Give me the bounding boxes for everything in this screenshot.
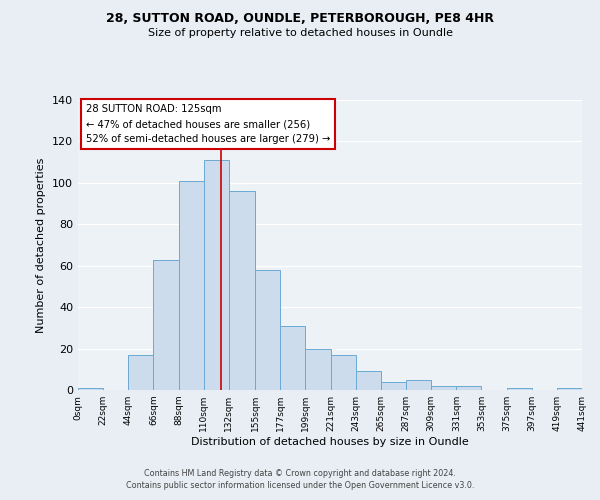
Text: Contains public sector information licensed under the Open Government Licence v3: Contains public sector information licen…: [126, 481, 474, 490]
Text: 28, SUTTON ROAD, OUNDLE, PETERBOROUGH, PE8 4HR: 28, SUTTON ROAD, OUNDLE, PETERBOROUGH, P…: [106, 12, 494, 26]
Bar: [557, 388, 582, 390]
Bar: [229, 191, 255, 390]
Text: Contains HM Land Registry data © Crown copyright and database right 2024.: Contains HM Land Registry data © Crown c…: [144, 468, 456, 477]
Bar: [456, 386, 481, 390]
Y-axis label: Number of detached properties: Number of detached properties: [37, 158, 46, 332]
Bar: [506, 388, 532, 390]
Text: Size of property relative to detached houses in Oundle: Size of property relative to detached ho…: [148, 28, 452, 38]
X-axis label: Distribution of detached houses by size in Oundle: Distribution of detached houses by size …: [191, 437, 469, 447]
Bar: [356, 372, 381, 390]
Bar: [331, 355, 356, 390]
Bar: [381, 382, 406, 390]
Bar: [78, 388, 103, 390]
Bar: [154, 260, 179, 390]
Bar: [305, 348, 331, 390]
Bar: [406, 380, 431, 390]
Bar: [255, 270, 280, 390]
Bar: [280, 326, 305, 390]
Bar: [204, 160, 229, 390]
Bar: [431, 386, 456, 390]
Bar: [128, 355, 154, 390]
Text: 28 SUTTON ROAD: 125sqm
← 47% of detached houses are smaller (256)
52% of semi-de: 28 SUTTON ROAD: 125sqm ← 47% of detached…: [86, 104, 330, 144]
Bar: [179, 181, 204, 390]
